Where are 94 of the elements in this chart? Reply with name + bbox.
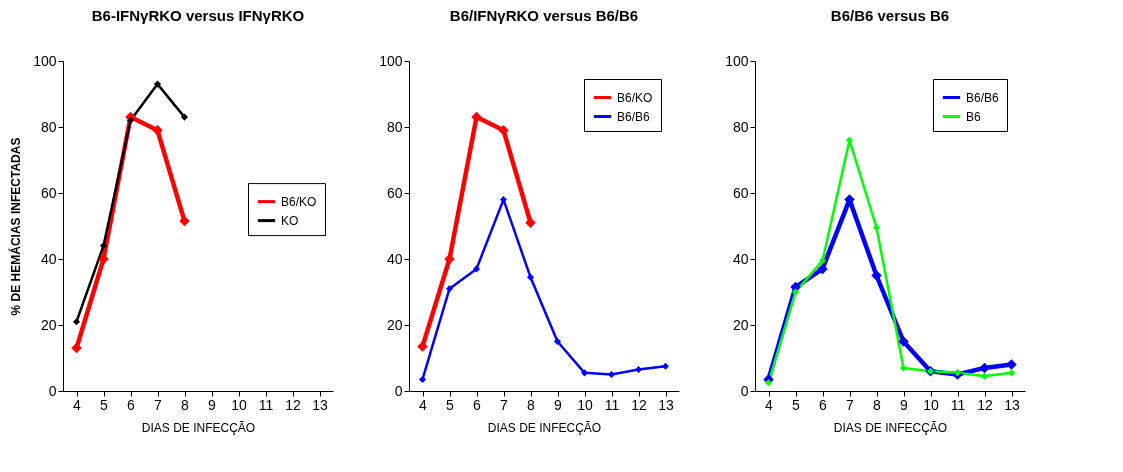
point [498,125,509,136]
point [1006,359,1017,370]
x-tick-label: 4 [419,396,428,413]
y-tick-label: 0 [394,382,403,399]
point [845,136,854,144]
y-tick-label: 20 [732,316,749,333]
y-tick-label: 100 [725,52,749,69]
point [180,113,189,121]
point [553,337,562,346]
point [634,366,643,374]
x-tick-label: 8 [527,396,536,413]
point [979,362,990,374]
point [152,125,163,136]
x-tick-label: 6 [473,396,482,413]
x-axis-title: DIAS DE INFECÇÃO [141,420,256,435]
x-tick-label: 7 [846,396,855,413]
point [71,342,82,354]
point [418,375,427,383]
x-tick-label: 5 [446,396,455,413]
chart-title: B6-IFNγRKO versus IFNγRKO [91,7,305,24]
point [72,318,81,326]
point [445,285,454,293]
point [899,364,908,372]
x-tick-label: 4 [765,396,774,413]
x-tick-label: 9 [554,396,563,413]
point [153,80,162,88]
point [525,217,536,228]
x-tick-label: 13 [658,396,674,413]
x-tick-label: 13 [1004,396,1020,413]
x-tick-label: 5 [100,396,109,413]
y-tick-label: 40 [732,250,749,267]
x-tick-label: 7 [500,396,509,413]
legend-label: B6/KO [281,194,317,209]
x-axis-title: DIAS DE INFECÇÃO [487,420,602,435]
point [661,362,670,370]
legend-label: B6/B6 [966,90,1000,105]
point [818,257,827,265]
point [126,116,135,124]
x-tick-label: 12 [631,396,647,413]
x-tick-label: 9 [208,396,217,413]
point [871,270,882,281]
x-tick-label: 12 [285,396,301,413]
x-tick-label: 10 [577,396,593,413]
x-tick-label: 13 [312,396,328,413]
x-tick-label: 4 [73,396,82,413]
y-tick-label: 80 [732,118,749,135]
point [99,242,108,250]
x-axis-title: DIAS DE INFECÇÃO [833,420,948,435]
point [526,273,535,281]
y-tick-label: 20 [386,316,403,333]
y-tick-label: 80 [40,118,57,135]
legend-label: KO [281,213,299,228]
point [791,288,800,296]
x-tick-label: 7 [154,396,163,413]
point [472,265,481,273]
legend-label: B6/B6 [617,109,651,124]
point [1007,369,1016,377]
point [580,369,589,377]
x-tick-label: 11 [258,396,274,413]
y-tick-label: 40 [386,250,403,267]
chart-title: B6/IFNγRKO versus B6/B6 [449,7,639,24]
point [898,336,909,347]
x-tick-label: 8 [181,396,190,413]
y-axis-title: % DE HEMÁCIAS INFECTADAS [8,137,24,316]
y-tick-label: 40 [40,250,57,267]
legend-label: B6/KO [617,90,653,105]
point [817,263,828,275]
y-tick-label: 60 [386,184,403,201]
y-tick-label: 0 [48,382,57,399]
y-tick-label: 60 [732,184,749,201]
point [607,370,616,379]
legend-label: B6 [966,109,981,124]
y-tick-label: 100 [33,52,57,69]
x-tick-label: 6 [127,396,136,413]
chart-title: B6/B6 versus B6 [830,7,950,24]
x-tick-label: 8 [873,396,882,413]
x-tick-label: 9 [900,396,909,413]
y-tick-label: 20 [40,316,57,333]
y-tick-label: 60 [40,184,57,201]
point [980,372,989,380]
y-tick-label: 100 [379,52,403,69]
x-tick-label: 11 [604,396,620,413]
x-tick-label: 5 [792,396,801,413]
x-tick-label: 11 [950,396,966,413]
y-tick-label: 80 [386,118,403,135]
x-tick-label: 10 [231,396,247,413]
x-tick-label: 6 [819,396,828,413]
x-tick-label: 12 [977,396,993,413]
y-tick-label: 0 [740,382,749,399]
point [872,224,881,232]
point [417,341,428,352]
point [764,379,773,387]
x-tick-label: 10 [923,396,939,413]
point [179,215,190,227]
